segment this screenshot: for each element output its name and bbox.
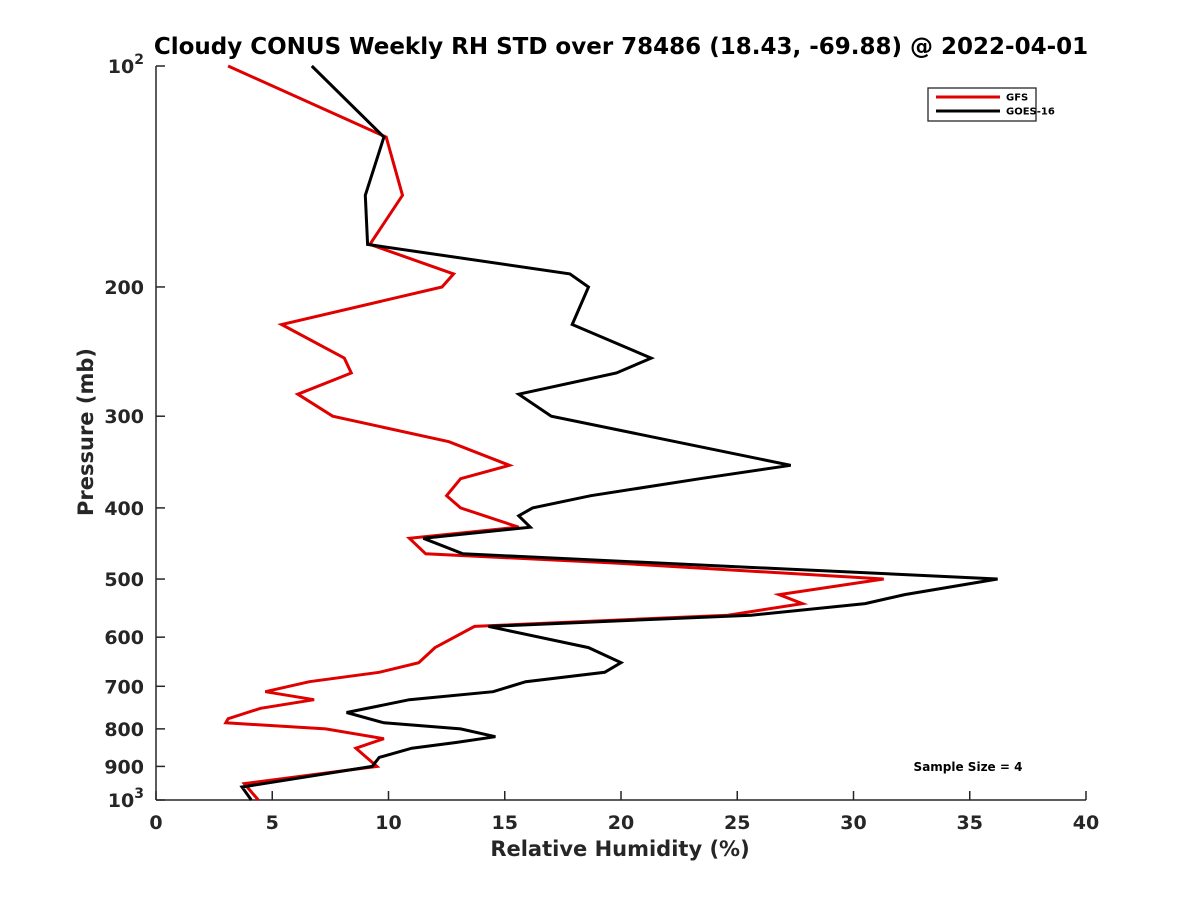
y-axis-label: Pressure (mb): [74, 348, 98, 516]
x-tick-label: 20: [608, 812, 634, 834]
series-line-goes-16: [239, 64, 998, 801]
x-tick-label: 10: [375, 812, 401, 834]
y-tick-label: 102: [108, 52, 144, 78]
axes: 0 5 10 15 20 25 30 35 40 102 200 300 400 500 600 700 800…: [104, 52, 1099, 834]
x-tick-label: 15: [492, 812, 518, 834]
x-tick-label: 30: [840, 812, 866, 834]
y-tick-label: 200: [104, 277, 144, 299]
y-tick-label: 900: [104, 756, 144, 778]
y-tick-label: 500: [104, 569, 144, 591]
chart-title: Cloudy CONUS Weekly RH STD over 78486 (1…: [154, 34, 1088, 60]
x-tick-label: 0: [149, 812, 162, 834]
y-tick-label: 400: [104, 498, 144, 520]
y-tick-label: 800: [104, 719, 144, 741]
x-tick-label: 25: [724, 812, 750, 834]
y-tick-label: 600: [104, 627, 144, 649]
x-tick-label: 5: [266, 812, 279, 834]
y-tick-label: 300: [104, 406, 144, 428]
y-tick-label: 700: [104, 676, 144, 698]
series-line-gfs: [223, 64, 884, 801]
y-tick-label: 103: [108, 786, 144, 812]
x-axis-label: Relative Humidity (%): [490, 837, 749, 861]
legend: GFS GOES-16: [927, 87, 1055, 122]
x-tick-label: 35: [957, 812, 983, 834]
x-tick-label: 40: [1073, 812, 1099, 834]
legend-box: [927, 87, 1037, 122]
legend-label-gfs: GFS: [1006, 93, 1028, 104]
legend-label-goes-16: GOES-16: [1006, 107, 1055, 118]
sample-size-annotation: Sample Size = 4: [914, 760, 1023, 774]
series-layer: [223, 64, 998, 801]
